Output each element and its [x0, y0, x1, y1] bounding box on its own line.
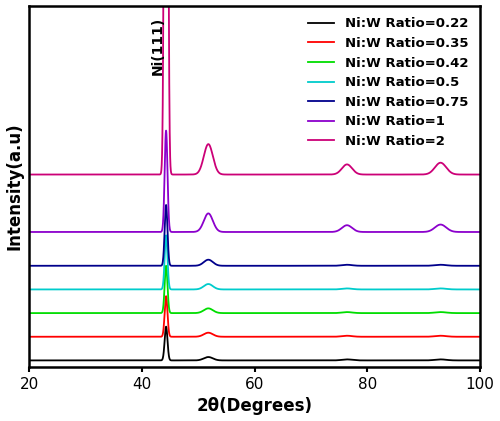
Ni:W Ratio=0.42 [464, 311, 469, 316]
Ni:W Ratio=0.42 [26, 311, 32, 316]
Ni:W Ratio=0.5 [240, 287, 246, 292]
Ni:W Ratio=0.35 [240, 334, 246, 339]
Ni:W Ratio=0.42 [216, 310, 222, 315]
Ni:W Ratio=0.42 [240, 311, 246, 316]
Ni:W Ratio=0.22 [441, 357, 447, 362]
Ni:W Ratio=0.22 [26, 358, 32, 363]
Ni:W Ratio=1 [477, 229, 483, 234]
Text: Ni(111): Ni(111) [150, 16, 164, 75]
Line: Ni:W Ratio=0.42: Ni:W Ratio=0.42 [29, 266, 480, 313]
Ni:W Ratio=1 [163, 128, 169, 133]
Ni:W Ratio=0.42 [220, 311, 226, 316]
Ni:W Ratio=0.5 [464, 287, 469, 292]
Ni:W Ratio=2 [26, 172, 32, 177]
Ni:W Ratio=0.22 [220, 358, 226, 363]
Ni:W Ratio=0.35 [220, 334, 226, 339]
Line: Ni:W Ratio=2: Ni:W Ratio=2 [29, 0, 480, 175]
Ni:W Ratio=2 [464, 172, 469, 177]
Line: Ni:W Ratio=1: Ni:W Ratio=1 [29, 131, 480, 232]
Ni:W Ratio=0.35 [163, 294, 169, 299]
Ni:W Ratio=0.22 [240, 358, 246, 363]
Ni:W Ratio=2 [354, 171, 360, 176]
Ni:W Ratio=0.5 [477, 287, 483, 292]
Ni:W Ratio=0.75 [441, 262, 447, 267]
Ni:W Ratio=0.75 [26, 263, 32, 268]
Ni:W Ratio=2 [216, 170, 222, 175]
Ni:W Ratio=0.5 [163, 233, 169, 238]
Ni:W Ratio=0.22 [163, 324, 169, 329]
Legend: Ni:W Ratio=0.22, Ni:W Ratio=0.35, Ni:W Ratio=0.42, Ni:W Ratio=0.5, Ni:W Ratio=0.: Ni:W Ratio=0.22, Ni:W Ratio=0.35, Ni:W R… [302, 12, 474, 153]
Ni:W Ratio=1 [26, 229, 32, 234]
Ni:W Ratio=0.5 [26, 287, 32, 292]
Ni:W Ratio=2 [240, 172, 246, 177]
Ni:W Ratio=2 [220, 172, 226, 177]
Ni:W Ratio=0.42 [441, 310, 447, 315]
Ni:W Ratio=1 [240, 229, 246, 234]
Line: Ni:W Ratio=0.75: Ni:W Ratio=0.75 [29, 205, 480, 266]
Ni:W Ratio=0.35 [216, 334, 222, 339]
Ni:W Ratio=0.35 [464, 334, 469, 339]
Ni:W Ratio=0.42 [354, 310, 360, 315]
Ni:W Ratio=0.75 [464, 263, 469, 268]
Ni:W Ratio=0.75 [216, 263, 222, 268]
Line: Ni:W Ratio=0.5: Ni:W Ratio=0.5 [29, 235, 480, 289]
Ni:W Ratio=1 [354, 229, 360, 234]
Ni:W Ratio=0.22 [477, 358, 483, 363]
Ni:W Ratio=0.22 [216, 357, 222, 362]
Line: Ni:W Ratio=0.35: Ni:W Ratio=0.35 [29, 296, 480, 337]
Ni:W Ratio=0.35 [26, 334, 32, 339]
Ni:W Ratio=0.42 [163, 263, 169, 268]
Ni:W Ratio=0.75 [477, 263, 483, 268]
Ni:W Ratio=0.5 [441, 286, 447, 291]
Y-axis label: Intensity(a.u): Intensity(a.u) [6, 123, 24, 250]
Ni:W Ratio=0.42 [477, 311, 483, 316]
Ni:W Ratio=2 [441, 162, 447, 167]
Ni:W Ratio=0.75 [163, 203, 169, 208]
Ni:W Ratio=0.5 [354, 287, 360, 292]
X-axis label: 2θ(Degrees): 2θ(Degrees) [196, 397, 312, 416]
Ni:W Ratio=0.22 [464, 358, 469, 363]
Ni:W Ratio=2 [477, 172, 483, 177]
Ni:W Ratio=0.35 [354, 334, 360, 339]
Ni:W Ratio=0.35 [441, 333, 447, 338]
Line: Ni:W Ratio=0.22: Ni:W Ratio=0.22 [29, 327, 480, 360]
Ni:W Ratio=0.75 [220, 263, 226, 268]
Ni:W Ratio=0.5 [216, 287, 222, 292]
Ni:W Ratio=1 [464, 229, 469, 234]
Ni:W Ratio=1 [220, 229, 226, 234]
Ni:W Ratio=1 [216, 228, 222, 233]
Ni:W Ratio=0.5 [220, 287, 226, 292]
Ni:W Ratio=0.22 [354, 358, 360, 363]
Ni:W Ratio=0.75 [240, 263, 246, 268]
Ni:W Ratio=0.35 [477, 334, 483, 339]
Ni:W Ratio=0.75 [354, 263, 360, 268]
Ni:W Ratio=1 [441, 223, 447, 228]
